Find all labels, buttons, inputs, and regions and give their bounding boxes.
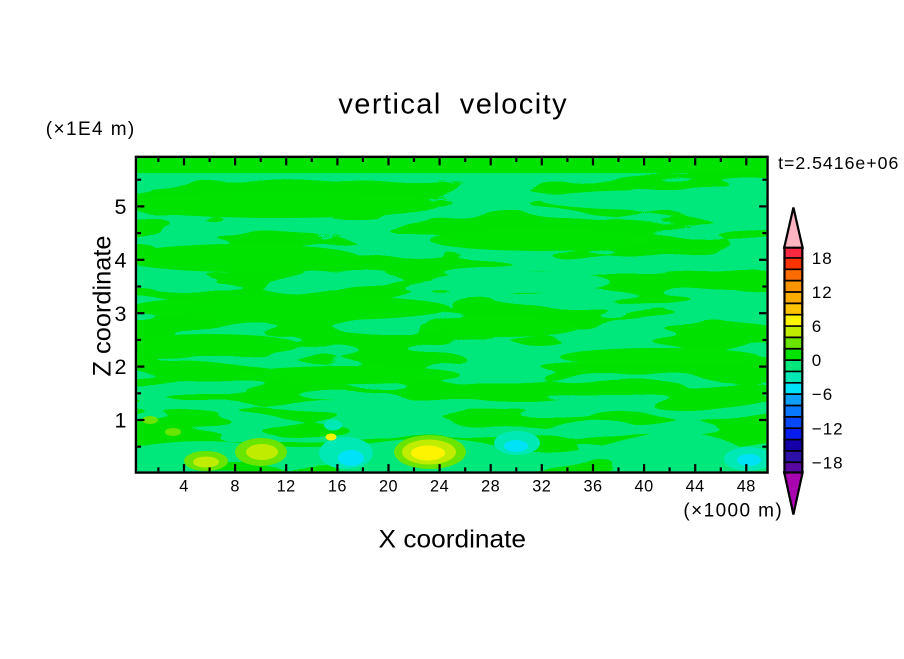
- svg-text:40: 40: [635, 477, 654, 495]
- svg-text:−6: −6: [812, 385, 833, 404]
- svg-text:4: 4: [115, 248, 127, 272]
- svg-text:X coordinate: X coordinate: [379, 525, 527, 553]
- svg-text:12: 12: [277, 477, 296, 495]
- svg-text:4: 4: [179, 477, 189, 495]
- svg-text:Z coordinate: Z coordinate: [89, 236, 117, 377]
- svg-text:t=2.5416e+06: t=2.5416e+06: [778, 153, 899, 173]
- svg-text:44: 44: [686, 477, 705, 495]
- svg-text:(×1E4 m): (×1E4 m): [46, 119, 136, 140]
- svg-text:18: 18: [812, 249, 833, 268]
- svg-text:5: 5: [115, 195, 127, 219]
- svg-text:8: 8: [230, 477, 240, 495]
- svg-text:32: 32: [532, 477, 551, 495]
- svg-text:6: 6: [812, 317, 822, 336]
- svg-text:3: 3: [115, 302, 127, 326]
- svg-text:−12: −12: [812, 419, 844, 438]
- svg-text:0: 0: [812, 351, 822, 370]
- svg-text:1: 1: [115, 409, 127, 433]
- svg-text:−18: −18: [812, 453, 844, 472]
- svg-text:24: 24: [430, 477, 449, 495]
- svg-text:20: 20: [379, 477, 398, 495]
- svg-text:36: 36: [583, 477, 602, 495]
- svg-text:12: 12: [812, 283, 833, 302]
- svg-text:28: 28: [481, 477, 500, 495]
- svg-text:16: 16: [328, 477, 347, 495]
- svg-text:2: 2: [115, 355, 127, 379]
- svg-text:48: 48: [737, 477, 756, 495]
- svg-text:vertical velocity: vertical velocity: [338, 88, 568, 120]
- svg-text:(×1000 m): (×1000 m): [683, 501, 783, 522]
